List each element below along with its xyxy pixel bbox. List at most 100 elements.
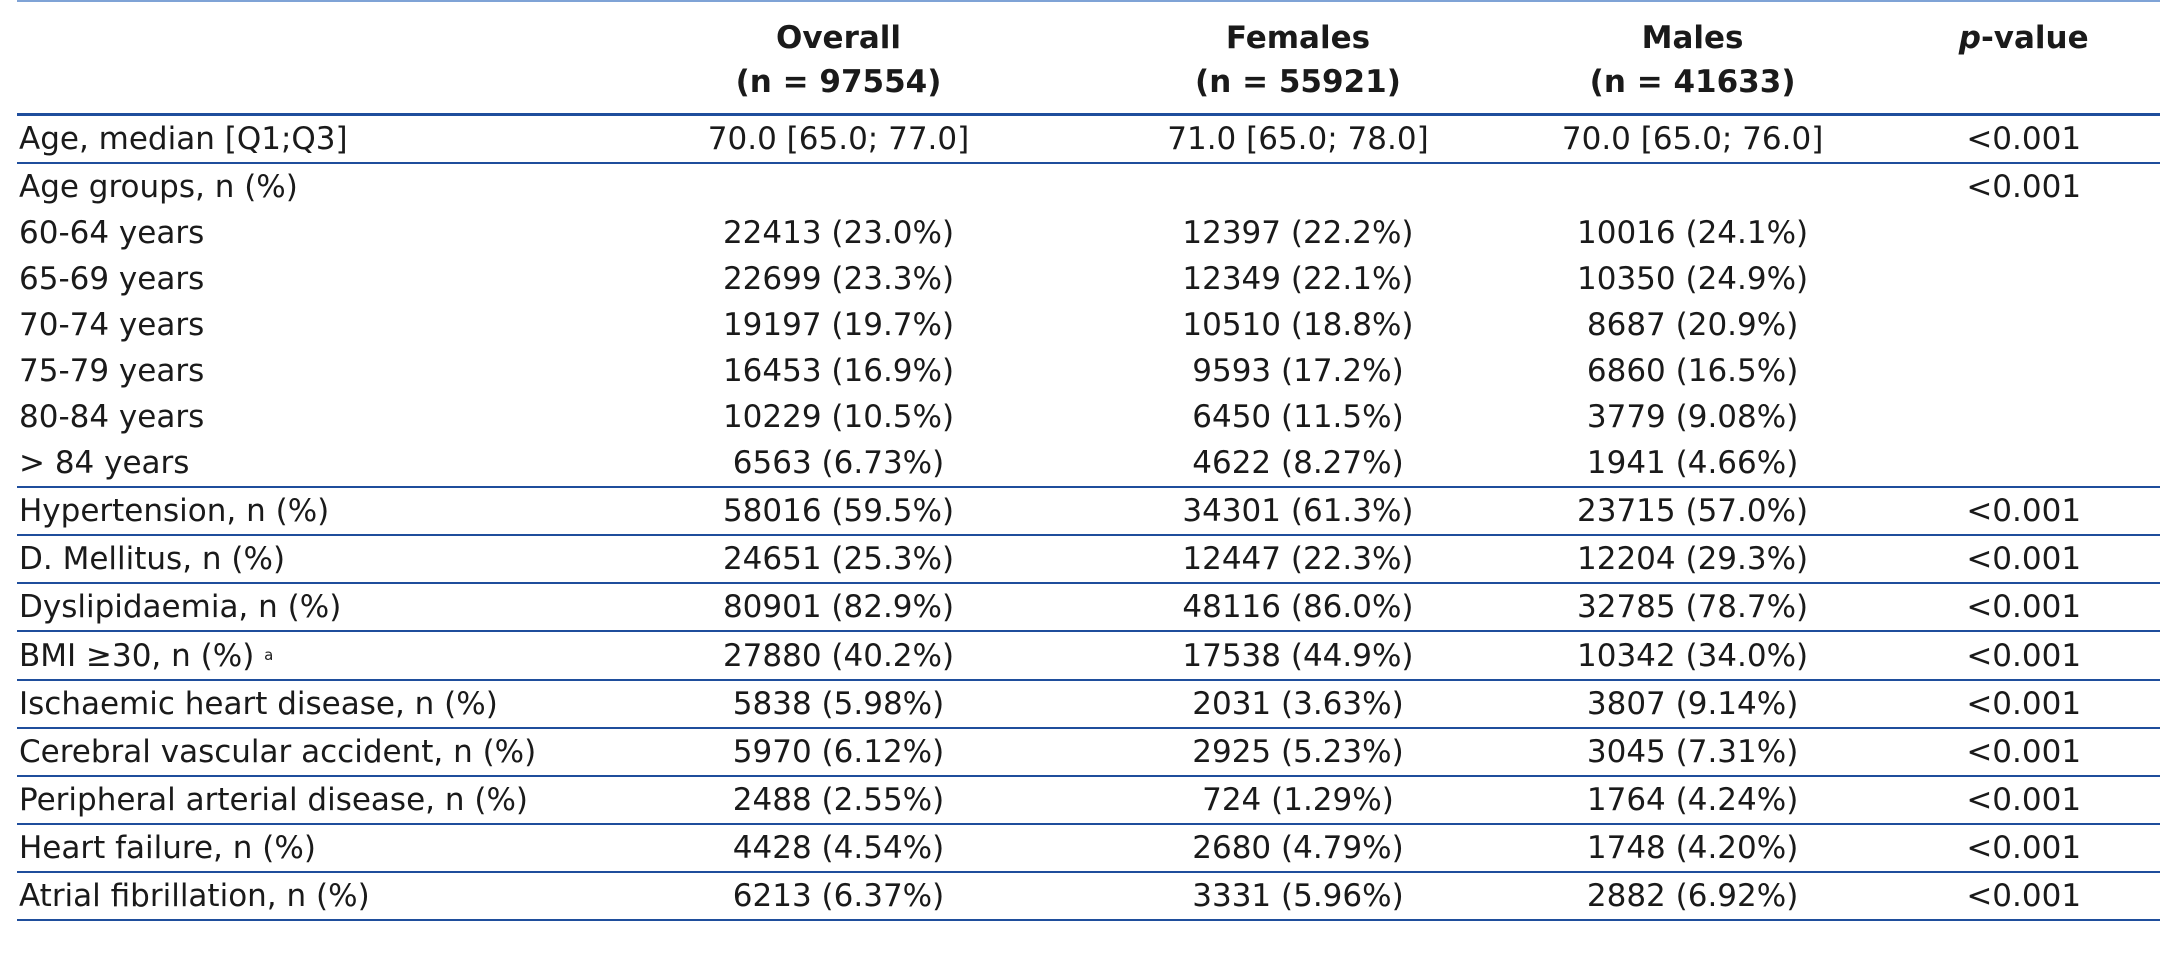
cell-overall-text: 19197 (19.7%): [722, 307, 955, 343]
cell-overall: 4428 (4.54%): [578, 824, 1099, 873]
cell-females: 4622 (8.27%): [1098, 440, 1498, 488]
cell-females: 2031 (3.63%): [1098, 680, 1498, 729]
cell-females-text: 9593 (17.2%): [1192, 353, 1404, 389]
cell-males: 2882 (6.92%): [1497, 872, 1888, 921]
table-row: 65-69 years 22699 (23.3%) 12349 (22.1%) 103…: [17, 256, 2160, 302]
cell-males-text: 1764 (4.24%): [1586, 782, 1799, 818]
header-title: Females: [1225, 20, 1371, 56]
cell-overall: 70.0 [65.0; 77.0]: [578, 114, 1099, 164]
cell-overall-text: 27880 (40.2%): [722, 637, 955, 674]
cell-overall-text: 6563 (6.73%): [732, 445, 945, 481]
cell-p-value: <0.001: [1887, 631, 2160, 681]
cell-p-value: [1887, 302, 2160, 348]
table-row: Age, median [Q1;Q3] 70.0 [65.0; 77.0] 71.0…: [17, 114, 2160, 164]
cell-males: 8687 (20.9%): [1498, 302, 1888, 348]
row-label-text: BMI ≥30, n (%): [19, 638, 255, 674]
cell-males-text: 70.0 [65.0; 76.0]: [1561, 121, 1824, 157]
cell-p-value: [1887, 210, 2160, 256]
cell-males: 3807 (9.14%): [1497, 680, 1888, 729]
row-label-text: Heart failure, n (%): [19, 830, 316, 866]
cell-males: 6860 (16.5%): [1498, 348, 1888, 394]
cell-females-text: 724 (1.29%): [1202, 782, 1394, 818]
cell-females: 12349 (22.1%): [1098, 256, 1498, 302]
cell-females-text: 4622 (8.27%): [1192, 445, 1404, 481]
header-females: Females (n = 55921): [1098, 0, 1498, 116]
row-label-text: 60-64 years: [19, 215, 205, 251]
cell-males-text: 23715 (57.0%): [1577, 493, 1809, 529]
cell-males-text: 10016 (24.1%): [1577, 215, 1809, 251]
cell-overall: 19197 (19.7%): [579, 302, 1098, 348]
cell-males: 23715 (57.0%): [1497, 487, 1888, 536]
row-label: Dyslipidaemia, n (%): [17, 583, 579, 632]
cell-overall: 10229 (10.5%): [579, 394, 1098, 440]
row-label-text: 80-84 years: [19, 399, 205, 435]
cell-males: [1498, 163, 1888, 210]
row-label-text: Dyslipidaemia, n (%): [19, 589, 342, 625]
cell-males: 1764 (4.24%): [1497, 776, 1888, 825]
cell-overall: 80901 (82.9%): [578, 583, 1099, 632]
cell-p-value: <0.001: [1887, 114, 2160, 164]
cell-overall: [579, 163, 1098, 210]
row-label-text: Age, median [Q1;Q3]: [19, 121, 348, 157]
table-row: Ischaemic heart disease, n (%) 5838 (5.98…: [17, 680, 2160, 729]
table-row: 80-84 years 10229 (10.5%) 6450 (11.5%) 3779…: [17, 394, 2160, 440]
cell-p-value: <0.001: [1887, 535, 2160, 584]
cell-p-value-text: <0.001: [1966, 878, 2082, 914]
cell-males-text: 1941 (4.66%): [1586, 445, 1799, 481]
row-label-text: Peripheral arterial disease, n (%): [19, 782, 529, 818]
cell-p-value: <0.001: [1887, 776, 2160, 825]
row-label: 65-69 years: [17, 256, 579, 302]
cell-overall-text: 70.0 [65.0; 77.0]: [707, 121, 970, 157]
row-label-text: Ischaemic heart disease, n (%): [19, 686, 498, 722]
cell-males: 3779 (9.08%): [1498, 394, 1888, 440]
table-row: BMI ≥30, n (%) a 27880 (40.2%) 17538 (44.9…: [17, 631, 2160, 681]
cell-overall-text: 4428 (4.54%): [732, 830, 945, 866]
baseline-characteristics-table: Overall (n = 97554) Females (n = 55921) Ma…: [17, 0, 2160, 921]
cell-females-text: 2031 (3.63%): [1192, 686, 1404, 722]
table-row: Heart failure, n (%) 4428 (4.54%) 2680 (4.…: [17, 824, 2160, 873]
row-label: Cerebral vascular accident, n (%): [17, 728, 579, 777]
cell-females-text: 2925 (5.23%): [1192, 734, 1404, 770]
table-row: Dyslipidaemia, n (%) 80901 (82.9%) 48116 (…: [17, 583, 2160, 632]
cell-males-text: 3779 (9.08%): [1586, 399, 1799, 435]
cell-males-text: 6860 (16.5%): [1586, 353, 1799, 389]
cell-p-value: [1887, 256, 2160, 302]
row-label: BMI ≥30, n (%) a: [17, 631, 579, 681]
header-title-italic: p: [1958, 20, 1981, 56]
header-row: Overall (n = 97554) Females (n = 55921) Ma…: [17, 0, 2160, 116]
cell-overall-text: 5838 (5.98%): [732, 686, 945, 722]
cell-females-text: 17538 (44.9%): [1182, 637, 1414, 674]
cell-males-text: 3045 (7.31%): [1586, 734, 1799, 770]
cell-males-text: 3807 (9.14%): [1586, 686, 1799, 722]
cell-females: 48116 (86.0%): [1098, 583, 1498, 632]
row-label: Atrial fibrillation, n (%): [17, 872, 579, 921]
cell-overall-text: 5970 (6.12%): [732, 734, 945, 770]
table-row: Atrial fibrillation, n (%) 6213 (6.37%) 33…: [17, 872, 2160, 921]
cell-females: 12397 (22.2%): [1098, 210, 1498, 256]
cell-males: 70.0 [65.0; 76.0]: [1497, 114, 1888, 164]
cell-p-value-text: <0.001: [1966, 493, 2082, 529]
cell-p-value: <0.001: [1887, 163, 2160, 210]
cell-p-value-text: <0.001: [1966, 541, 2082, 577]
cell-females-text: 2680 (4.79%): [1192, 830, 1404, 866]
cell-p-value-text: <0.001: [1966, 637, 2082, 674]
cell-females-text: 71.0 [65.0; 78.0]: [1167, 121, 1429, 157]
row-label: 60-64 years: [17, 210, 579, 256]
row-label: 75-79 years: [17, 348, 579, 394]
row-label-text: Hypertension, n (%): [19, 493, 330, 529]
cell-males: 3045 (7.31%): [1497, 728, 1888, 777]
cell-p-value: <0.001: [1887, 487, 2160, 536]
cell-females: 2680 (4.79%): [1098, 824, 1498, 873]
table-row: Peripheral arterial disease, n (%) 2488 (…: [17, 776, 2160, 825]
cell-overall-text: 24651 (25.3%): [722, 541, 955, 577]
header-sub: (n = 55921): [1195, 64, 1401, 100]
cell-overall: 24651 (25.3%): [578, 535, 1099, 584]
row-label: Age, median [Q1;Q3]: [17, 114, 579, 164]
cell-females-text: 6450 (11.5%): [1192, 399, 1404, 435]
cell-overall-text: 2488 (2.55%): [732, 782, 945, 818]
cell-males: 10342 (34.0%): [1497, 631, 1888, 681]
row-label: 80-84 years: [17, 394, 579, 440]
row-label-text: 75-79 years: [19, 353, 205, 389]
header-title: Males: [1641, 20, 1744, 56]
cell-overall-text: 80901 (82.9%): [722, 589, 955, 625]
